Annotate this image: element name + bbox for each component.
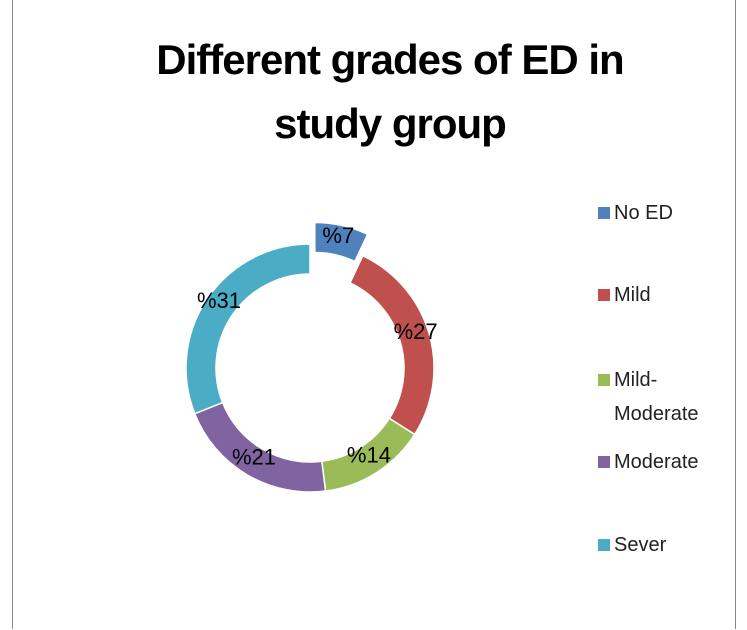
donut-slice bbox=[349, 254, 435, 436]
legend-swatch bbox=[598, 207, 610, 219]
legend-item: Mild bbox=[598, 278, 728, 312]
legend-swatch bbox=[598, 456, 610, 468]
legend-item: Sever bbox=[598, 528, 728, 562]
data-label: %7 bbox=[322, 223, 354, 248]
legend-item: No ED bbox=[598, 196, 728, 230]
legend-label: No ED bbox=[614, 202, 673, 224]
legend-label: Moderate bbox=[614, 451, 699, 473]
legend-swatch bbox=[598, 374, 610, 386]
frame bbox=[12, 0, 736, 629]
legend-item: Moderate bbox=[598, 445, 728, 479]
legend-label: Sever bbox=[614, 534, 667, 556]
legend-swatch bbox=[598, 539, 610, 551]
data-label: %21 bbox=[232, 444, 276, 469]
legend-item: Mild-Moderate bbox=[598, 363, 728, 431]
chart-title: Different grades of ED in study group bbox=[156, 36, 624, 147]
donut-slice bbox=[185, 243, 311, 415]
legend-label: Mild bbox=[614, 284, 651, 306]
legend-label: Mild-Moderate bbox=[614, 369, 699, 425]
legend-swatch bbox=[598, 289, 610, 301]
data-label: %27 bbox=[394, 319, 438, 344]
data-label: %31 bbox=[197, 288, 241, 313]
data-label: %14 bbox=[347, 443, 391, 468]
donut-slice bbox=[314, 221, 369, 263]
